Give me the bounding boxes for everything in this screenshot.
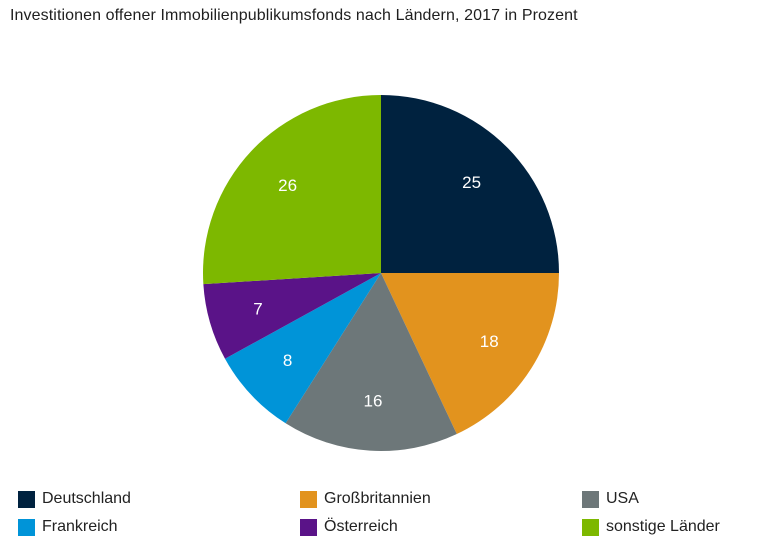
legend-item: sonstige Länder — [582, 517, 748, 537]
pie-slice-2 — [285, 273, 457, 451]
pie-slice-4 — [203, 273, 381, 359]
legend-swatch — [300, 518, 317, 536]
legend-label: USA — [606, 490, 639, 507]
slice-label-5: 26 — [278, 176, 297, 195]
legend-label: Österreich — [324, 518, 398, 535]
slice-label-4: 7 — [253, 299, 262, 318]
slice-label-1: 18 — [480, 332, 499, 351]
legend-item: Deutschland — [18, 489, 300, 509]
slice-label-3: 8 — [283, 351, 292, 370]
legend-item: Großbritannien — [300, 489, 582, 509]
legend-swatch — [18, 518, 35, 536]
pie-slice-0 — [381, 95, 559, 273]
legend-swatch — [300, 490, 317, 508]
legend-item: USA — [582, 489, 748, 509]
legend-swatch — [582, 490, 599, 508]
pie-slice-1 — [381, 273, 559, 435]
slice-label-2: 16 — [363, 391, 382, 410]
legend-label: sonstige Länder — [606, 518, 720, 535]
legend-label: Frankreich — [42, 518, 118, 535]
legend: Deutschland Großbritannien USA Frankreich Ös… — [18, 489, 748, 537]
legend-swatch — [582, 518, 599, 536]
legend-label: Großbritannien — [324, 490, 431, 507]
chart-title: Investitionen offener Immobilienpublikum… — [10, 7, 578, 24]
legend-item: Österreich — [300, 517, 582, 537]
legend-swatch — [18, 490, 35, 508]
slice-label-0: 25 — [462, 173, 481, 192]
legend-label: Deutschland — [42, 490, 131, 507]
pie-slice-3 — [225, 273, 381, 424]
pie-slice-5 — [202, 95, 381, 285]
legend-item: Frankreich — [18, 517, 300, 537]
pie-chart: 25 18 16 8 7 26 — [202, 95, 559, 451]
